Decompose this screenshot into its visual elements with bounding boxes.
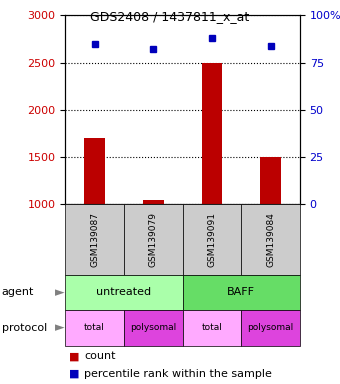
Text: agent: agent: [2, 287, 34, 297]
Text: ►: ►: [55, 286, 65, 299]
Bar: [84, 138, 105, 204]
Bar: [260, 157, 281, 204]
Text: GSM139091: GSM139091: [207, 212, 216, 267]
Text: percentile rank within the sample: percentile rank within the sample: [84, 369, 272, 379]
Text: GSM139084: GSM139084: [266, 212, 275, 267]
Text: GDS2408 / 1437811_x_at: GDS2408 / 1437811_x_at: [90, 10, 250, 23]
Bar: [143, 200, 164, 204]
Text: polysomal: polysomal: [130, 323, 176, 332]
Text: protocol: protocol: [2, 323, 47, 333]
Text: count: count: [84, 351, 116, 361]
Text: untreated: untreated: [96, 287, 152, 297]
Text: total: total: [84, 323, 105, 332]
Text: GSM139087: GSM139087: [90, 212, 99, 267]
Text: polysomal: polysomal: [248, 323, 294, 332]
Text: ■: ■: [69, 369, 79, 379]
Text: ►: ►: [55, 321, 65, 334]
Text: GSM139079: GSM139079: [149, 212, 158, 267]
Bar: [202, 63, 222, 204]
Text: ■: ■: [69, 351, 79, 361]
Text: BAFF: BAFF: [227, 287, 255, 297]
Text: total: total: [202, 323, 222, 332]
